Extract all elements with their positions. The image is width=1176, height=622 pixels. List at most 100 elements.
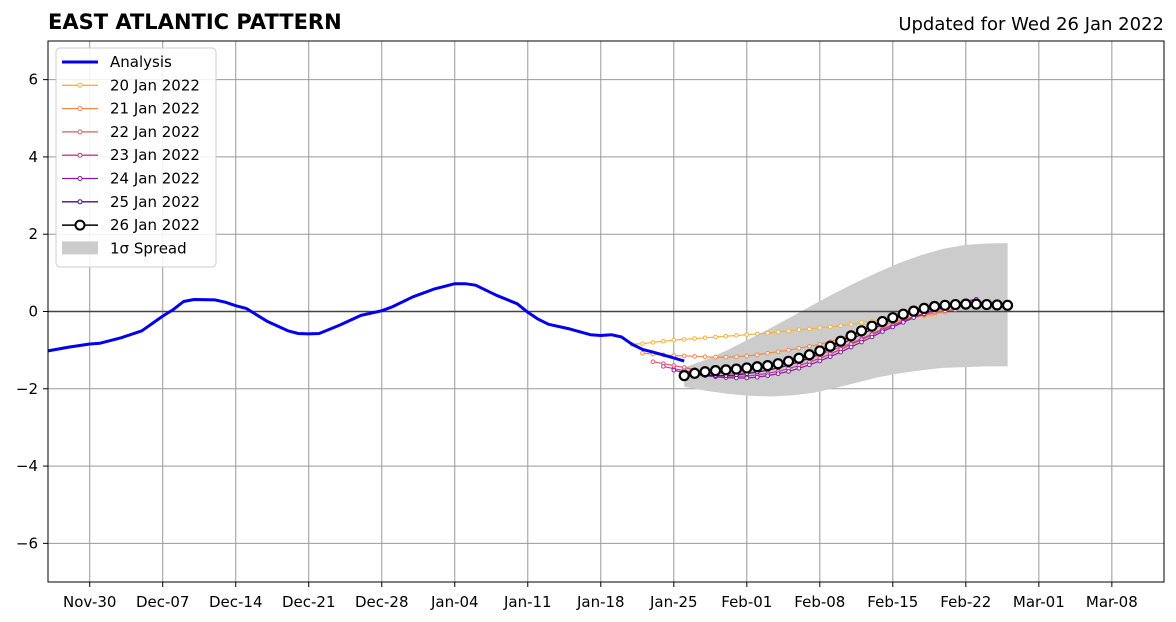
x-tick-label: Jan-04 bbox=[430, 593, 479, 611]
data-point bbox=[681, 337, 687, 342]
legend-label: 22 Jan 2022 bbox=[110, 123, 200, 141]
data-point bbox=[848, 321, 854, 327]
data-point bbox=[848, 344, 854, 350]
current-forecast-layer bbox=[678, 298, 1014, 382]
spread-layer bbox=[684, 243, 1008, 397]
data-point bbox=[814, 345, 826, 357]
legend-item-20-jan-2022: 20 Jan 2022 bbox=[62, 76, 200, 94]
legend-marker bbox=[77, 129, 83, 135]
data-point bbox=[869, 334, 875, 340]
data-point bbox=[845, 330, 857, 342]
data-point bbox=[744, 353, 750, 359]
data-point bbox=[692, 336, 697, 341]
legend-item-24-jan-2022: 24 Jan 2022 bbox=[62, 170, 200, 188]
data-point bbox=[887, 312, 899, 324]
data-point bbox=[991, 299, 1003, 311]
x-tick-label: Nov-30 bbox=[63, 593, 116, 611]
data-point bbox=[807, 362, 812, 368]
data-point bbox=[855, 325, 868, 337]
data-point bbox=[765, 373, 770, 378]
data-point bbox=[681, 353, 687, 359]
data-point bbox=[723, 354, 729, 360]
data-point bbox=[702, 335, 708, 341]
legend-label: 21 Jan 2022 bbox=[110, 100, 200, 118]
data-point bbox=[734, 354, 739, 360]
data-point bbox=[734, 333, 739, 338]
data-point bbox=[678, 370, 690, 382]
x-tick-label: Feb-15 bbox=[867, 593, 918, 611]
data-point bbox=[751, 361, 763, 373]
legend: Analysis 20 Jan 2022 21 Jan 2022 22 Jan 202… bbox=[55, 47, 217, 268]
chart-title: EAST ATLANTIC PATTERN bbox=[48, 10, 342, 34]
legend-item-26-jan-2022: 26 Jan 2022 bbox=[62, 216, 200, 234]
data-point bbox=[793, 352, 805, 364]
y-tick-label: 4 bbox=[28, 148, 38, 166]
data-point bbox=[796, 366, 802, 371]
data-point bbox=[754, 352, 760, 358]
data-point bbox=[880, 329, 885, 334]
data-point bbox=[720, 364, 732, 376]
data-point bbox=[762, 360, 774, 372]
spread-band bbox=[684, 243, 1008, 397]
data-point bbox=[939, 299, 951, 311]
x-axis: Nov-30 Dec-07 Dec-14 Dec-21 Dec-28 Jan-04 Jan-… bbox=[63, 582, 1138, 611]
legend-marker bbox=[77, 199, 83, 205]
data-point bbox=[859, 320, 864, 325]
x-tick-label: Jan-18 bbox=[576, 593, 625, 611]
data-point bbox=[824, 340, 836, 352]
plot-area bbox=[47, 40, 1165, 583]
x-tick-label: Jan-11 bbox=[503, 593, 552, 611]
legend-box bbox=[55, 47, 217, 268]
legend-label: 26 Jan 2022 bbox=[110, 216, 200, 234]
data-point bbox=[918, 302, 930, 315]
legend-marker bbox=[77, 82, 83, 88]
legend-marker bbox=[77, 106, 83, 112]
data-point bbox=[970, 298, 982, 310]
data-point bbox=[897, 308, 909, 320]
legend-label: 1σ Spread bbox=[110, 239, 187, 257]
data-point bbox=[709, 365, 722, 377]
data-point bbox=[744, 375, 750, 381]
data-point bbox=[876, 315, 888, 328]
data-point bbox=[661, 364, 666, 369]
x-tick-label: Jan-25 bbox=[649, 593, 698, 611]
x-tick-label: Feb-01 bbox=[721, 593, 772, 611]
data-point bbox=[640, 350, 645, 356]
x-tick-label: Feb-08 bbox=[794, 593, 845, 611]
legend-marker bbox=[77, 176, 83, 181]
data-point bbox=[890, 324, 896, 330]
series-26-jan-2022 bbox=[678, 298, 1014, 382]
data-point bbox=[949, 298, 962, 311]
data-point bbox=[650, 340, 656, 345]
data-point bbox=[807, 326, 812, 332]
series-analysis bbox=[47, 282, 685, 363]
data-point bbox=[702, 354, 708, 360]
data-point bbox=[807, 343, 812, 349]
data-point bbox=[796, 327, 802, 332]
y-tick-label: 2 bbox=[28, 225, 38, 243]
data-point bbox=[782, 355, 795, 367]
data-point bbox=[730, 363, 742, 375]
data-point bbox=[754, 331, 760, 337]
legend-item-23-jan-2022: 23 Jan 2022 bbox=[62, 146, 200, 164]
legend-item-22-jan-2022: 22 Jan 2022 bbox=[62, 123, 200, 141]
x-tick-label: Dec-28 bbox=[355, 593, 409, 611]
data-point bbox=[900, 320, 906, 325]
x-tick-label: Mar-08 bbox=[1086, 593, 1138, 611]
y-tick-label: 0 bbox=[28, 303, 38, 321]
legend-label: 23 Jan 2022 bbox=[110, 146, 200, 164]
legend-marker bbox=[77, 152, 83, 158]
y-tick-label: −2 bbox=[16, 380, 38, 398]
data-point bbox=[689, 367, 701, 379]
legend-item-25-jan-2022: 25 Jan 2022 bbox=[62, 193, 200, 211]
legend-item-21-jan-2022: 21 Jan 2022 bbox=[62, 100, 200, 118]
legend-marker bbox=[74, 219, 86, 231]
data-point bbox=[838, 349, 843, 355]
data-point bbox=[981, 298, 993, 311]
data-point bbox=[838, 323, 843, 329]
legend-item-analysis: Analysis bbox=[62, 53, 172, 71]
x-tick-label: Dec-21 bbox=[282, 593, 336, 611]
data-point bbox=[671, 367, 677, 373]
y-tick-label: −6 bbox=[16, 534, 38, 552]
